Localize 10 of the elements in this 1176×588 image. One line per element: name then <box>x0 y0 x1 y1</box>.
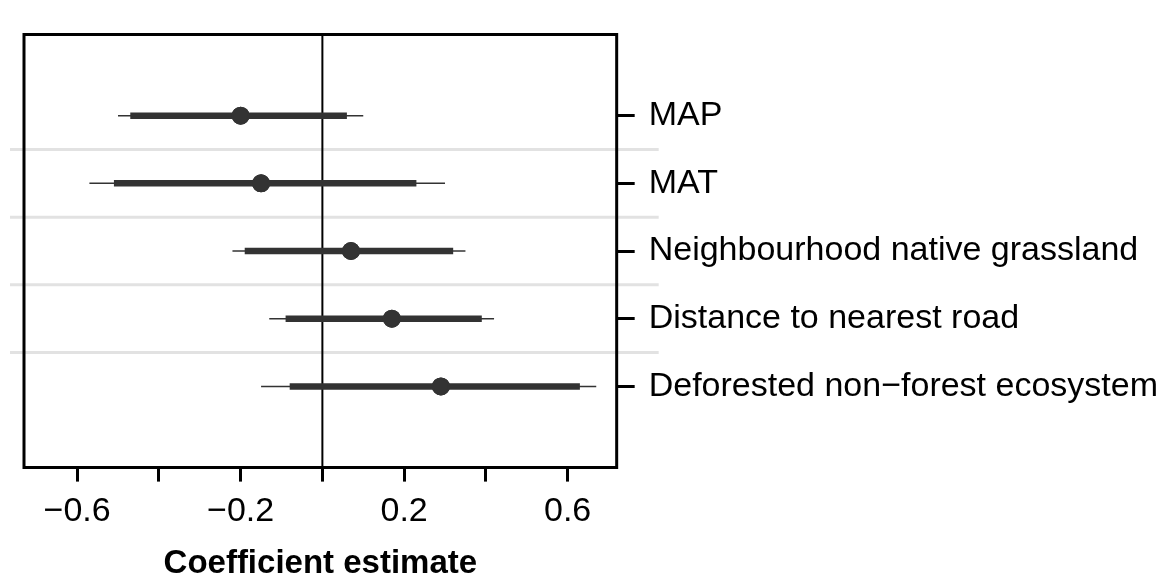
x-tick-label: 0.6 <box>544 490 592 529</box>
y-tick-label: Deforested non−forest ecosystem <box>648 364 1159 403</box>
y-tick-label: Distance to nearest road <box>648 297 1020 336</box>
y-tick-label: MAP <box>648 94 723 132</box>
x-axis-title: Coefficient estimate <box>163 543 478 581</box>
x-tick-label: 0.2 <box>380 490 428 529</box>
y-tick-label: MAT <box>648 161 718 200</box>
y-tick-label: Neighbourhood native grassland <box>648 229 1139 268</box>
x-tick-label: −0.6 <box>43 490 111 529</box>
x-tick-label: −0.2 <box>207 490 275 529</box>
